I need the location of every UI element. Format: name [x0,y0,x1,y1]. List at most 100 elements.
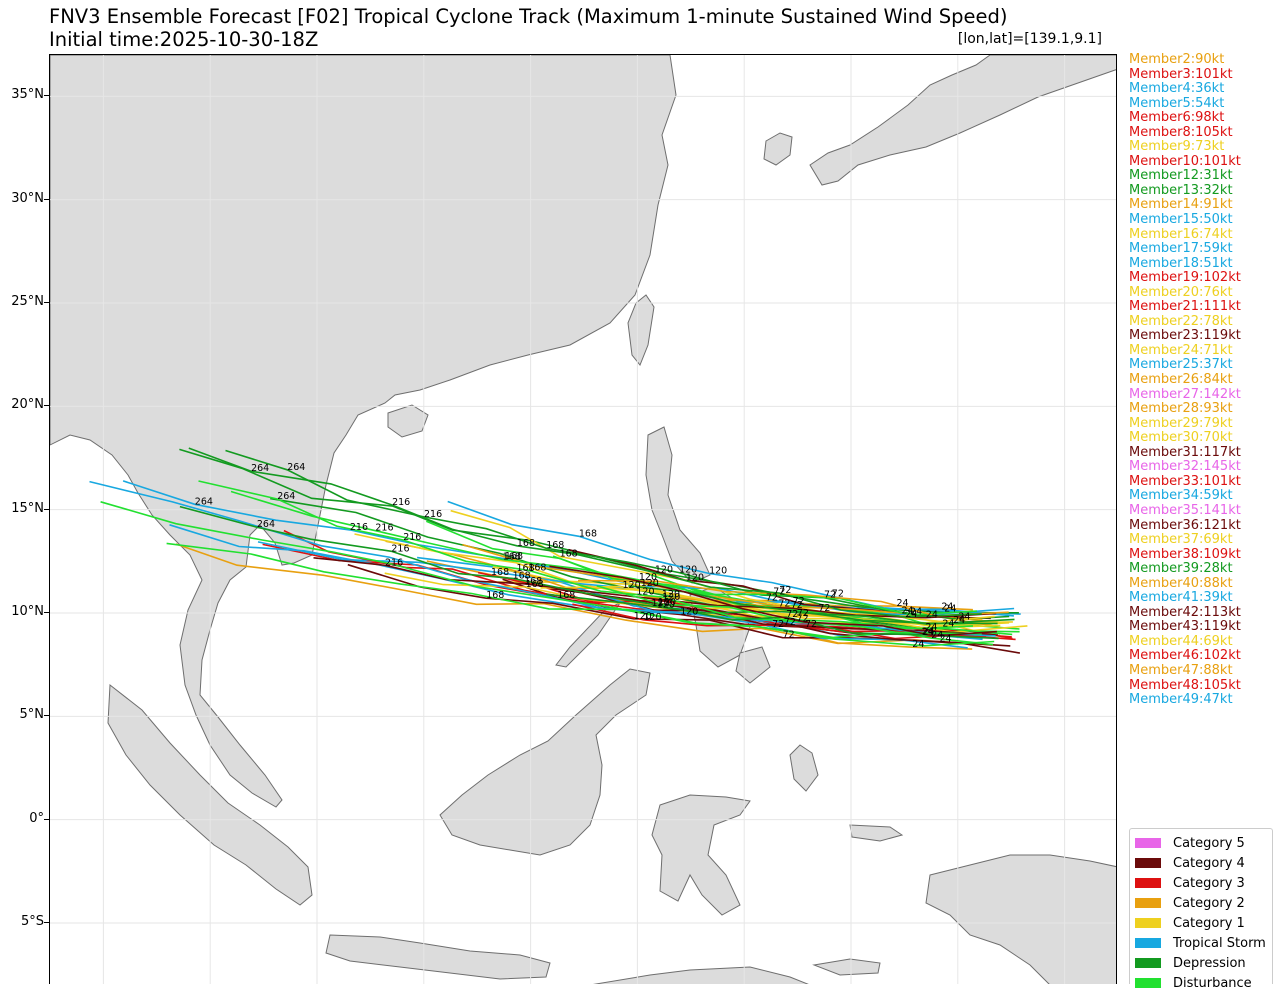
member-entry: Member31:117kt [1129,444,1241,460]
legend-label: Depression [1173,955,1246,971]
member-entry: Member2:90kt [1129,52,1225,67]
forecast-hour-label: 24 [942,618,954,629]
latitude-tick [44,198,49,200]
member-entry: Member24:71kt [1129,342,1233,358]
member-entry: Member4:36kt [1129,81,1225,97]
legend-swatch [1135,858,1161,868]
forecast-hour-label: 168 [524,576,542,587]
forecast-hour-label: 168 [579,528,597,539]
forecast-hour-label: 24 [905,609,917,620]
forecast-hour-label: 264 [287,462,305,473]
member-entry: Member5:54kt [1129,95,1225,111]
latitude-tick-label: 5°N [19,707,45,723]
latitude-tick-label: 30°N [11,190,44,206]
forecast-hour-label: 72 [773,586,785,597]
legend-swatch [1135,898,1161,908]
latitude-tick [44,95,49,97]
track-line [596,585,974,630]
forecast-hour-label: 120 [662,589,680,600]
member-entry: Member35:141kt [1129,502,1241,518]
legend-swatch [1135,938,1161,948]
legend-label: Disturbance [1173,975,1252,991]
forecast-hour-label: 72 [783,630,795,641]
member-entry: Member44:69kt [1129,633,1233,649]
track-line [89,480,968,649]
map-panel[interactable]: 24 72 120 168 24 72 120 168 24 72 120 24 72 120 168 24 7… [49,54,1117,984]
forecast-hour-label: 24 [922,626,934,637]
legend-label: Category 4 [1173,855,1245,871]
legend-swatch [1135,958,1161,968]
forecast-hour-label: 72 [786,609,798,620]
forecast-hour-label: 168 [528,562,546,573]
forecast-hour-label: 168 [517,563,535,574]
forecast-hour-label: 72 [805,619,817,630]
latitude-tick-label: 25°N [11,294,44,309]
member-entry: Member15:50kt [1129,212,1233,228]
legend-swatch [1135,878,1161,888]
member-entry: Member40:88kt [1129,575,1233,591]
forecast-hour-label: 264 [195,496,213,507]
member-entry: Member32:145kt [1129,459,1241,475]
chart-title: FNV3 Ensemble Forecast [F02] Tropical Cy… [49,5,1007,51]
forecast-hour-label: 216 [391,543,409,554]
track-line [175,543,993,646]
latitude-tick [44,922,49,923]
forecast-hour-label: 168 [491,567,509,578]
forecast-hour-label: 168 [505,551,523,562]
forecast-hour-label: 72 [832,588,844,599]
track-line [198,480,994,646]
map-canvas[interactable]: 24 72 120 168 24 72 120 168 24 72 120 24 72 120 168 24 7… [50,55,1117,984]
member-entry: Member12:31kt [1129,168,1233,184]
latitude-tick-label: 0° [29,810,44,826]
forecast-hour-label: 168 [546,540,564,551]
forecast-hour-label: 120 [655,565,673,576]
track-line [166,542,995,647]
forecast-hour-label: 72 [778,599,790,610]
forecast-hour-label: 120 [652,598,670,609]
member-entry: Member30:70kt [1129,430,1233,446]
title-line-2: Initial time:2025-10-30-18Z [49,28,319,51]
legend-swatch [1135,918,1161,928]
latitude-tick-label: 35°N [11,87,44,103]
legend-label: Category 3 [1173,875,1245,891]
latitude-tick [44,405,49,407]
track-line [230,490,977,616]
forecast-hour-label: 264 [277,491,295,502]
track-line [551,587,998,636]
track-line [100,501,982,639]
forecast-hour-label: 24 [940,634,952,645]
legend-label: Category 1 [1173,915,1245,931]
member-entry: Member49:47kt [1129,692,1233,708]
latitude-tick-label: 20°N [11,397,44,413]
latitude-tick [44,818,49,820]
member-entry: Member39:28kt [1129,561,1233,577]
forecast-hour-label: 168 [517,538,535,549]
forecast-hour-label: 24 [923,627,935,638]
forecast-hour-label: 72 [824,590,836,601]
forecast-hour-label: 120 [662,592,680,603]
forecast-hour-label: 24 [910,607,922,618]
forecast-hour-label: 216 [392,497,410,508]
forecast-hour-label: 24 [902,606,914,617]
forecast-hour-label: 168 [513,570,531,581]
member-entry: Member48:105kt [1129,677,1241,693]
member-entry: Member19:102kt [1129,270,1241,286]
forecast-hour-label: 24 [958,611,970,622]
forecast-hour-label: 120 [639,572,657,583]
member-entry: Member20:76kt [1129,284,1233,300]
forecast-hour-label: 120 [658,597,676,608]
category-legend: Category 5 Category 4 Category 3 Category 2… [1129,828,1273,991]
legend-swatch [1135,978,1161,988]
title-line-1: FNV3 Ensemble Forecast [F02] Tropical Cy… [49,5,1008,28]
forecast-hour-label: 168 [526,579,544,590]
forecast-hour-label: 120 [657,599,675,610]
member-entry: Member17:59kt [1129,241,1233,257]
member-entry: Member10:101kt [1129,153,1241,169]
ensemble-tracks [89,447,1028,654]
member-entry: Member23:119kt [1129,328,1241,344]
track-line [188,447,982,618]
member-entry: Member3:101kt [1129,66,1233,82]
member-entry: Member27:142kt [1129,386,1241,402]
member-entry: Member21:111kt [1129,299,1241,315]
track-line [549,565,997,637]
